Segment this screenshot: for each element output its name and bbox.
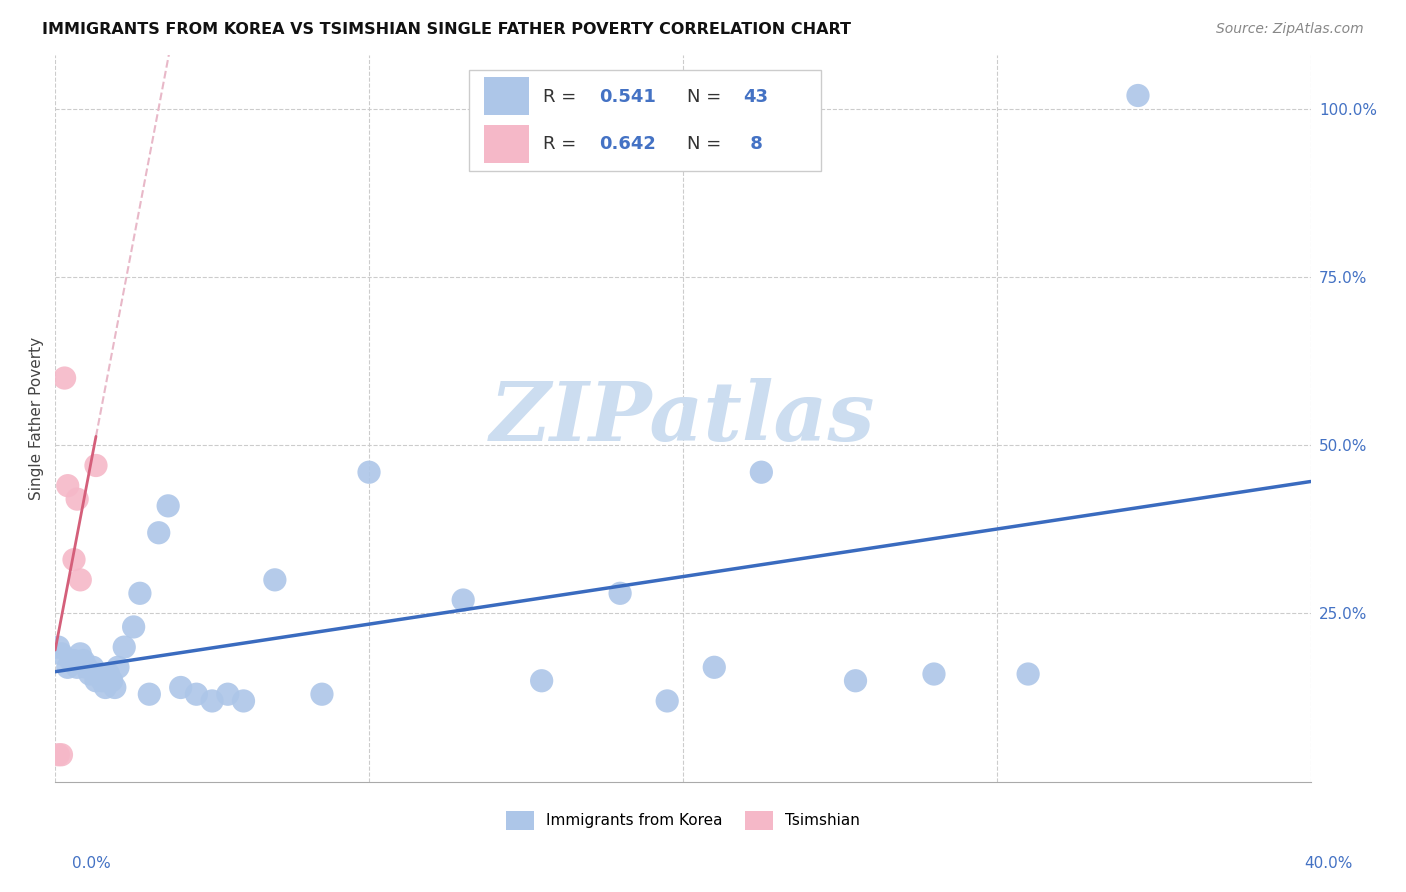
Point	[100, 673, 122, 688]
Point	[922, 667, 945, 681]
Point	[46, 640, 69, 654]
Point	[751, 465, 773, 479]
Point	[451, 593, 474, 607]
Point	[703, 660, 725, 674]
Point	[69, 573, 91, 587]
Point	[69, 647, 91, 661]
Point	[138, 687, 160, 701]
Point	[609, 586, 631, 600]
Point	[56, 478, 79, 492]
Text: 0.0%: 0.0%	[72, 856, 111, 871]
Point	[232, 694, 254, 708]
Point	[107, 660, 129, 674]
Point	[82, 660, 104, 674]
Text: Source: ZipAtlas.com: Source: ZipAtlas.com	[1216, 22, 1364, 37]
Point	[63, 654, 86, 668]
Y-axis label: Single Father Poverty: Single Father Poverty	[30, 337, 44, 500]
Point	[46, 747, 69, 762]
Point	[122, 620, 145, 634]
Point	[844, 673, 866, 688]
Point	[657, 694, 679, 708]
Point	[63, 552, 86, 566]
Point	[129, 586, 152, 600]
Point	[112, 640, 135, 654]
Point	[357, 465, 380, 479]
Point	[104, 681, 127, 695]
Text: 40.0%: 40.0%	[1305, 856, 1353, 871]
Text: IMMIGRANTS FROM KOREA VS TSIMSHIAN SINGLE FATHER POVERTY CORRELATION CHART: IMMIGRANTS FROM KOREA VS TSIMSHIAN SINGL…	[42, 22, 851, 37]
Point	[87, 667, 110, 681]
Point	[59, 654, 82, 668]
Text: ZIPatlas: ZIPatlas	[491, 378, 876, 458]
Point	[76, 660, 98, 674]
Point	[84, 673, 107, 688]
Point	[530, 673, 553, 688]
Point	[97, 667, 120, 681]
Point	[94, 681, 117, 695]
Point	[51, 747, 73, 762]
Point	[91, 673, 114, 688]
Point	[66, 660, 89, 674]
Point	[148, 525, 170, 540]
Point	[72, 654, 94, 668]
Point	[79, 667, 101, 681]
Legend: Immigrants from Korea, Tsimshian: Immigrants from Korea, Tsimshian	[501, 805, 866, 836]
Point	[157, 499, 180, 513]
Point	[84, 458, 107, 473]
Point	[1126, 88, 1149, 103]
Point	[170, 681, 193, 695]
Point	[217, 687, 239, 701]
Point	[66, 492, 89, 507]
Point	[201, 694, 224, 708]
Point	[51, 647, 73, 661]
Point	[186, 687, 208, 701]
Point	[53, 371, 76, 385]
Point	[56, 660, 79, 674]
Point	[1017, 667, 1039, 681]
Point	[311, 687, 333, 701]
Point	[263, 573, 285, 587]
